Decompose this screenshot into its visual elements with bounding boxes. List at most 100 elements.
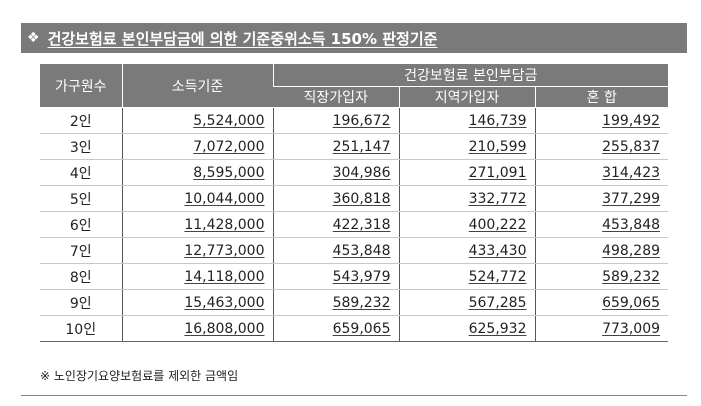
cell-employee: 589,232 — [272, 289, 399, 316]
cell-income-value: 14,118,000 — [184, 268, 265, 285]
cell-regional-value: 433,430 — [468, 242, 527, 259]
cell-income-value: 15,463,000 — [184, 294, 265, 311]
header-mixed: 혼 합 — [534, 86, 669, 108]
cell-mixed-value: 659,065 — [602, 294, 661, 311]
cell-mixed: 377,299 — [534, 185, 669, 212]
cell-regional: 524,772 — [398, 263, 535, 290]
cell-regional: 625,932 — [398, 315, 535, 342]
cell-mixed-value: 453,848 — [602, 216, 661, 233]
cell-income-value: 5,524,000 — [193, 112, 265, 129]
cell-mixed: 773,009 — [534, 315, 669, 342]
cell-household: 4인 — [40, 159, 122, 186]
cell-employee-value: 453,848 — [332, 242, 391, 259]
cell-regional-value: 146,739 — [468, 112, 527, 129]
cell-regional: 400,222 — [398, 211, 535, 238]
cell-household: 2인 — [40, 107, 122, 134]
cell-regional-value: 567,285 — [468, 294, 527, 311]
cell-employee-value: 304,986 — [332, 164, 391, 181]
table-row: 6인 11,428,000 422,318 400,222 453,848 — [40, 211, 669, 238]
cell-employee: 543,979 — [272, 263, 399, 290]
table-row: 2인 5,524,000 196,672 146,739 199,492 — [40, 107, 669, 134]
header-income: 소득기준 — [121, 64, 273, 108]
cell-employee: 360,818 — [272, 185, 399, 212]
cell-regional-value: 271,091 — [468, 164, 527, 181]
cell-regional: 146,739 — [398, 107, 535, 134]
cell-regional-value: 625,932 — [468, 320, 527, 337]
cell-regional: 433,430 — [398, 237, 535, 264]
cell-regional: 332,772 — [398, 185, 535, 212]
section-title: 건강보험료 본인부담금에 의한 기준중위소득 150% 판정기준 — [47, 29, 438, 48]
cell-income: 11,428,000 — [121, 211, 273, 238]
cell-income: 10,044,000 — [121, 185, 273, 212]
cell-income-value: 16,808,000 — [184, 320, 265, 337]
cell-employee: 422,318 — [272, 211, 399, 238]
cell-mixed-value: 314,423 — [602, 164, 661, 181]
cell-mixed-value: 377,299 — [602, 190, 661, 207]
cell-mixed-value: 199,492 — [602, 112, 661, 129]
cell-employee-value: 360,818 — [332, 190, 391, 207]
table-row: 5인 10,044,000 360,818 332,772 377,299 — [40, 185, 669, 212]
cell-regional-value: 524,772 — [468, 268, 527, 285]
cell-regional-value: 332,772 — [468, 190, 527, 207]
cell-regional-value: 400,222 — [468, 216, 527, 233]
cell-household: 9인 — [40, 289, 122, 316]
header-household: 가구원수 — [40, 64, 122, 108]
cell-employee: 659,065 — [272, 315, 399, 342]
criteria-table: 가구원수 소득기준 건강보험료 본인부담금 직장가입자 지역가입자 혼 합 2인… — [40, 64, 669, 342]
cell-household: 7인 — [40, 237, 122, 264]
cell-household: 3인 — [40, 133, 122, 160]
cell-regional: 271,091 — [398, 159, 535, 186]
table-row: 4인 8,595,000 304,986 271,091 314,423 — [40, 159, 669, 186]
cell-employee-value: 422,318 — [332, 216, 391, 233]
cell-regional: 210,599 — [398, 133, 535, 160]
cell-income-value: 11,428,000 — [184, 216, 265, 233]
cell-mixed-value: 498,289 — [602, 242, 661, 259]
cell-income: 16,808,000 — [121, 315, 273, 342]
cell-employee-value: 543,979 — [332, 268, 391, 285]
cell-employee: 453,848 — [272, 237, 399, 264]
header-employee: 직장가입자 — [273, 86, 399, 108]
cell-income-value: 8,595,000 — [193, 164, 265, 181]
cell-income: 7,072,000 — [121, 133, 273, 160]
cell-employee: 196,672 — [272, 107, 399, 134]
table-row: 9인 15,463,000 589,232 567,285 659,065 — [40, 289, 669, 316]
cell-household: 6인 — [40, 211, 122, 238]
cell-income: 12,773,000 — [121, 237, 273, 264]
footnote: ※ 노인장기요양보험료를 제외한 금액임 — [40, 369, 239, 383]
cell-income: 14,118,000 — [121, 263, 273, 290]
cell-income-value: 12,773,000 — [184, 242, 265, 259]
cell-employee-value: 251,147 — [332, 138, 391, 155]
table-row: 10인 16,808,000 659,065 625,932 773,009 — [40, 315, 669, 342]
bottom-divider — [21, 395, 687, 396]
cell-income: 15,463,000 — [121, 289, 273, 316]
cell-household: 10인 — [40, 315, 122, 342]
cell-mixed: 199,492 — [534, 107, 669, 134]
cell-income-value: 7,072,000 — [193, 138, 265, 155]
cell-employee-value: 196,672 — [332, 112, 391, 129]
cell-household: 5인 — [40, 185, 122, 212]
cell-employee: 251,147 — [272, 133, 399, 160]
cell-mixed-value: 589,232 — [602, 268, 661, 285]
table-row: 8인 14,118,000 543,979 524,772 589,232 — [40, 263, 669, 290]
cell-regional-value: 210,599 — [468, 138, 527, 155]
cell-household: 8인 — [40, 263, 122, 290]
table-row: 3인 7,072,000 251,147 210,599 255,837 — [40, 133, 669, 160]
table-row: 7인 12,773,000 453,848 433,430 498,289 — [40, 237, 669, 264]
section-title-bar: ❖ 건강보험료 본인부담금에 의한 기준중위소득 150% 판정기준 — [21, 23, 687, 53]
cell-income-value: 10,044,000 — [184, 190, 265, 207]
cell-mixed-value: 255,837 — [602, 138, 661, 155]
header-regional: 지역가입자 — [398, 86, 535, 108]
cell-regional: 567,285 — [398, 289, 535, 316]
header-premium-group: 건강보험료 본인부담금 — [272, 64, 669, 87]
cell-employee-value: 589,232 — [332, 294, 391, 311]
cell-mixed: 498,289 — [534, 237, 669, 264]
diamond-bullet-icon: ❖ — [27, 30, 40, 46]
cell-employee-value: 659,065 — [332, 320, 391, 337]
cell-mixed-value: 773,009 — [602, 320, 661, 337]
cell-mixed: 589,232 — [534, 263, 669, 290]
cell-mixed: 659,065 — [534, 289, 669, 316]
table-body: 2인 5,524,000 196,672 146,739 199,492 3인 7,072,… — [40, 107, 669, 342]
cell-mixed: 453,848 — [534, 211, 669, 238]
cell-income: 8,595,000 — [121, 159, 273, 186]
cell-employee: 304,986 — [272, 159, 399, 186]
